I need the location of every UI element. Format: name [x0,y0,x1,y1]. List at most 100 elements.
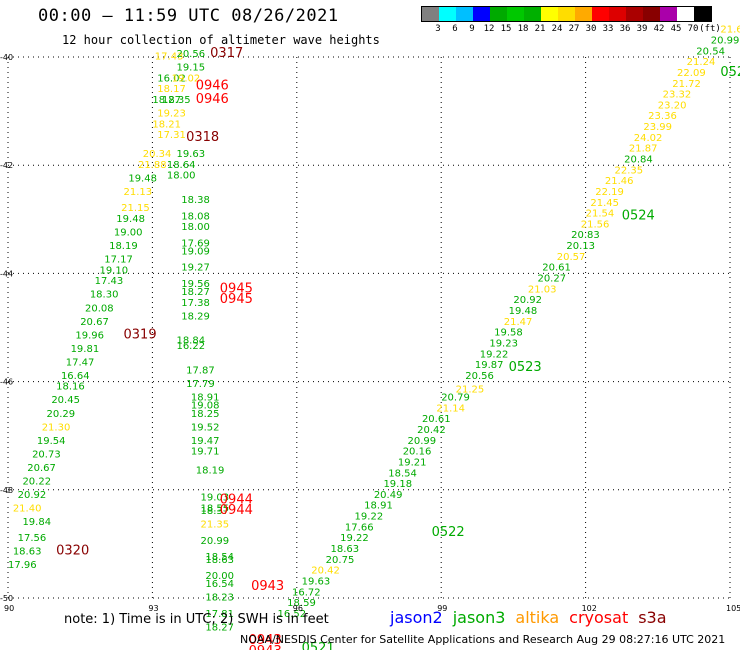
wave-height-value: 17.38 [181,298,210,309]
pass-time-label: 0522 [432,525,465,540]
wave-height-value: 19.87 [475,360,504,371]
wave-height-value: 23.99 [643,122,672,133]
satellite-legend-item: s3a [638,608,667,627]
lat-tick-label: -40 [0,53,13,62]
legend-label: 36 [619,24,631,34]
wave-height-value: 18.38 [181,195,210,206]
wave-height-value: 21.40 [13,503,42,514]
legend-swatch [507,7,524,21]
satellite-legend-item: jason3 [452,608,506,627]
wave-height-value: 21.15 [121,203,150,214]
wave-height-value: 19.27 [181,263,210,274]
wave-height-value: 17.43 [95,276,124,287]
wave-height-value: 20.61 [422,414,451,425]
legend-label: 18 [517,24,529,34]
map-title: 00:00 – 11:59 UTC 08/26/2021 [38,6,339,26]
wave-height-value: 17.79 [186,379,215,390]
wave-height-value: 18.19 [196,466,225,477]
wave-height-value: 18.23 [205,593,234,604]
wave-height-value: 18.54 [388,468,417,479]
wave-height-value: 19.48 [116,214,145,225]
wave-height-value: 20.34 [143,149,172,160]
wave-height-labels: 17.4320.5619.1516.0219.0218.1718.2718.35… [8,25,740,650]
wave-height-value: 20.22 [22,476,51,487]
wave-height-value: 19.58 [494,328,523,339]
wave-height-value: 18.84 [176,336,205,347]
pass-time-label: 0946 [196,92,229,107]
wave-height-value: 17.43 [155,52,184,63]
wave-height-value: 19.71 [191,447,220,458]
wave-height-value: 21.47 [504,317,533,328]
legend-label: 12 [483,24,495,34]
pass-time-label: 0523 [509,360,542,375]
wave-height-value: 18.27 [152,95,181,106]
wave-height-value: 23.36 [648,111,677,122]
wave-height-value: 19.21 [398,457,427,468]
pass-time-label: 0525 [720,65,740,80]
wave-height-value: 21.13 [124,187,153,198]
legend-swatch [541,7,558,21]
legend-swatch [439,7,456,21]
lon-tick-label: 90 [4,604,14,613]
wave-height-value: 19.96 [75,330,104,341]
wave-height-value: 20.49 [374,490,403,501]
wave-height-value: 18.35 [162,95,191,106]
legend-swatch [524,7,541,21]
wave-height-value: 21.88 [138,160,167,171]
wave-height-value: 18.55 [201,503,230,514]
legend-swatch [558,7,575,21]
wave-height-value: 20.27 [537,274,566,285]
wave-height-value: 20.83 [571,230,600,241]
wave-height-value: 18.27 [181,287,210,298]
wave-height-value: 19.47 [191,436,220,447]
wave-height-value: 18.59 [287,598,316,609]
wave-height-value: 18.37 [201,506,230,517]
pass-time-label: 0944 [220,492,253,507]
wave-height-value: 16.22 [176,341,205,352]
wave-height-value: 19.03 [201,493,230,504]
legend-label: 70 [687,24,699,34]
wave-height-value: 20.56 [176,49,205,60]
wave-height-value: 20.13 [566,241,595,252]
wave-height-value: 18.91 [364,501,393,512]
wave-height-value: 20.57 [557,252,586,263]
wave-height-value: 17.69 [181,238,210,249]
wave-height-value: 20.08 [85,303,114,314]
wave-height-value: 18.21 [152,119,181,130]
legend-swatch [643,7,660,21]
pass-time-label: 0945 [220,292,253,307]
wave-height-value: 18.00 [167,171,196,182]
legend-swatch [592,7,609,21]
wave-height-value: 19.54 [37,436,66,447]
lon-tick-label: 102 [582,604,597,613]
wave-height-value: 20.73 [32,449,61,460]
wave-height-value: 18.63 [205,555,234,566]
wave-height-value: 19.15 [176,63,205,74]
legend-label: 45 [670,24,682,34]
wave-height-value: 19.23 [157,109,186,120]
wave-height-value: 16.52 [278,609,307,620]
wave-height-value: 17.81 [205,609,234,620]
pass-time-label: 0318 [186,130,219,145]
wave-height-value: 20.56 [465,371,494,382]
wave-height-value: 18.54 [205,552,234,563]
map-subtitle: 12 hour collection of altimeter wave hei… [62,33,380,47]
wave-height-value: 21.54 [586,209,615,220]
satellite-legend: jason2 jason3 altika cryosat s3a [390,608,677,627]
wave-height-value: 16.64 [61,371,90,382]
wave-height-value: 19.63 [302,576,331,587]
lon-tick-label: 93 [148,604,158,613]
satellite-legend-item: jason2 [390,608,443,627]
legend-swatch [575,7,592,21]
wave-height-value: 19.22 [340,533,369,544]
pass-time-label: 0524 [622,208,655,223]
wave-height-value: 20.79 [441,393,470,404]
wave-height-value: 20.99 [711,35,740,46]
wave-height-value: 19.10 [99,265,128,276]
satellite-legend-item: cryosat [569,608,629,627]
wave-height-value: 22.19 [595,187,624,198]
pass-time-label: 0944 [220,503,253,518]
wave-height-value: 20.00 [205,571,234,582]
credit-text: NOAA/NESDIS Center for Satellite Applica… [240,633,726,646]
legend-swatch [473,7,490,21]
